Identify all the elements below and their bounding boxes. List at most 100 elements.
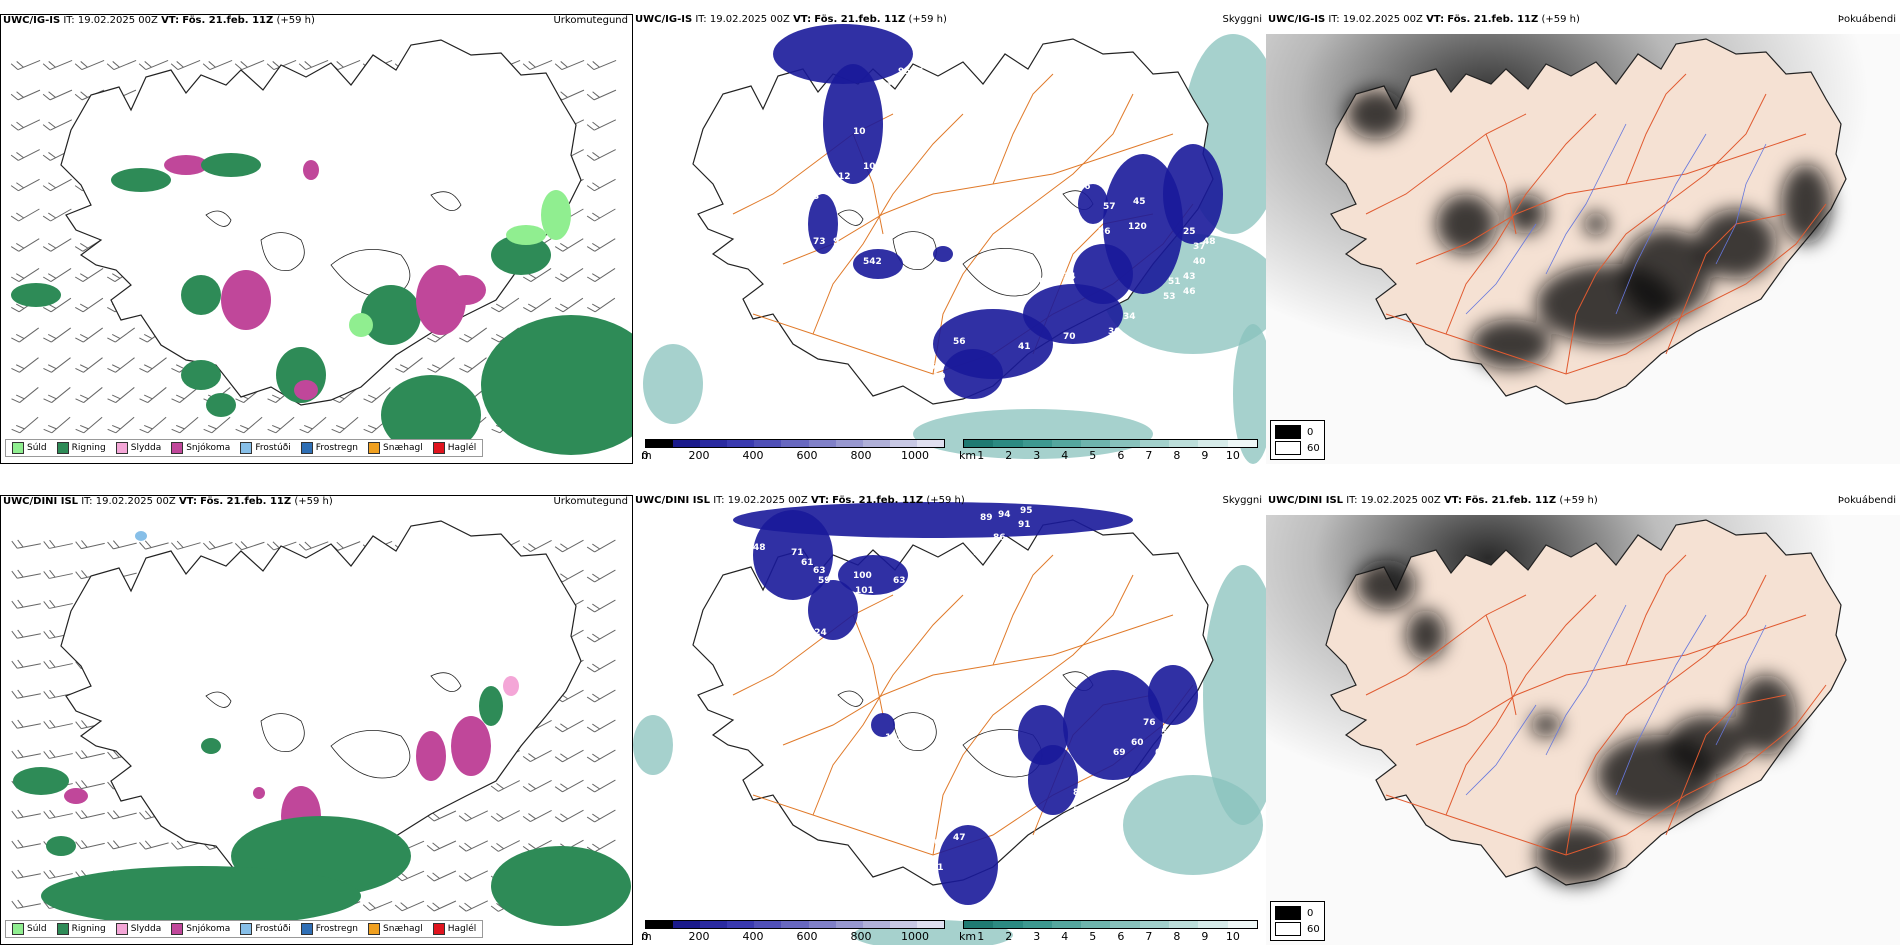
colorbar-segment xyxy=(1139,440,1170,447)
cloud-base-value: 30 xyxy=(1108,327,1121,337)
colorbar-tick: 200 xyxy=(688,930,710,943)
colorbar-unit: km xyxy=(959,449,977,462)
visibility-colorbar: 1 2 3 4 5 6 7 8 9 10 km xyxy=(959,439,1258,462)
road-line xyxy=(932,93,1134,375)
colorbar-tick: 1000 xyxy=(901,449,929,462)
low-cloud-area xyxy=(943,349,1003,399)
panel-header: UWC/IG-IS IT: 19.02.2025 00Z VT: Fös. 21… xyxy=(1268,14,1580,25)
wind-barb xyxy=(586,149,616,161)
panel-header: UWC/DINI ISL IT: 19.02.2025 00Z VT: Fös.… xyxy=(635,495,965,506)
legend-swatch xyxy=(115,923,128,935)
wind-barb xyxy=(10,89,41,101)
wind-barb xyxy=(138,59,169,71)
cloud-base-value: 104 xyxy=(863,162,882,172)
legend-item: Slydda xyxy=(115,923,161,935)
legend-swatch xyxy=(368,923,381,935)
wind-barb xyxy=(523,297,552,313)
road-line xyxy=(782,614,1174,746)
fog-key-label: 0 xyxy=(1307,907,1314,919)
wind-barb xyxy=(234,541,265,551)
colorbar-segment xyxy=(727,440,755,447)
cloud-base-value: 98 xyxy=(928,49,941,59)
wind-barb xyxy=(43,357,71,373)
wind-barb xyxy=(362,900,393,912)
panel-title: Úrkomutegund xyxy=(553,496,628,507)
colorbar-tick: 8 xyxy=(1173,449,1181,462)
legend-label: Snjókoma xyxy=(186,443,231,453)
wind-barb xyxy=(10,59,41,71)
wind-barb xyxy=(107,840,137,850)
legend-label: Snæhagl xyxy=(383,924,423,934)
legend-label: Súld xyxy=(27,924,47,934)
colorbar-segment xyxy=(1139,921,1170,928)
fog-key-label: 0 xyxy=(1307,426,1314,438)
legend-item: Haglél xyxy=(432,923,476,935)
precip-type-legend: Súld Rigning Slydda Snjókoma Frostúði Frostre… xyxy=(5,439,484,457)
river-line xyxy=(1545,604,1627,756)
wind-barb xyxy=(587,297,616,313)
cloud-panel-row1: UWC/IG-IS IT: 19.02.2025 00Z VT: Fös. 21… xyxy=(633,14,1266,464)
wind-barb xyxy=(43,719,73,729)
wind-barb xyxy=(586,689,616,703)
colorbar-segment xyxy=(1051,921,1082,928)
wind-barb xyxy=(298,541,329,551)
cloud-base-value: 69 xyxy=(1113,748,1126,758)
colorbar-tick: 10 xyxy=(1225,449,1240,462)
wind-barb xyxy=(42,238,72,252)
colorbar-tick: 4 xyxy=(1061,449,1069,462)
wind-barb xyxy=(11,839,41,849)
cloud-base-value: 57 xyxy=(1103,202,1116,212)
cloud-base-value: 63 xyxy=(893,576,906,586)
fog-map xyxy=(1266,34,1900,464)
fog-key-row: 0 xyxy=(1275,424,1320,440)
wind-barb xyxy=(458,840,489,852)
panel-header: UWC/DINI ISL IT: 19.02.2025 00Z VT: Fös.… xyxy=(3,496,333,507)
wind-barb xyxy=(395,357,423,373)
wind-barb xyxy=(458,870,489,882)
glacier-outline xyxy=(892,712,937,752)
colorbar-unit: m xyxy=(641,930,652,943)
precip-type-legend: Súld Rigning Slydda Snjókoma Frostúði Frostre… xyxy=(5,920,484,938)
wind-barb xyxy=(75,750,105,760)
road-line xyxy=(812,113,964,335)
colorbar-tick: 200 xyxy=(688,449,710,462)
fog-area xyxy=(1471,319,1551,369)
fog-index-key: 0 60 xyxy=(1270,420,1325,460)
wind-barb xyxy=(42,59,73,71)
wind-barb xyxy=(554,779,584,793)
river-line xyxy=(1465,223,1537,315)
wind-barb xyxy=(234,59,265,71)
fog-key-label: 60 xyxy=(1307,923,1320,935)
colorbar-tick: 600 xyxy=(796,449,818,462)
river-line xyxy=(1615,614,1707,796)
wind-barb xyxy=(10,268,40,282)
road-line xyxy=(932,574,1134,856)
precip-area xyxy=(11,283,61,307)
cloud-base-value: 106 xyxy=(808,172,827,182)
wind-barb xyxy=(427,357,455,373)
precip-area xyxy=(479,686,503,726)
precip-area xyxy=(135,531,147,541)
glacier-outline xyxy=(837,209,864,226)
wind-barb xyxy=(11,869,41,879)
colorbar-segment xyxy=(862,921,890,928)
cloud-base-value: 542 xyxy=(863,257,882,267)
cloud-base-value: 59 xyxy=(791,119,804,129)
panel-title: Skyggni xyxy=(1222,14,1262,25)
legend-swatch xyxy=(56,923,69,935)
wind-barb xyxy=(586,208,616,222)
legend-item: Snæhagl xyxy=(368,442,423,454)
legend-item: Snæhagl xyxy=(368,923,423,935)
wind-barb xyxy=(555,297,584,313)
legend-label: Frostúði xyxy=(255,924,291,934)
glacier-outline xyxy=(430,672,462,693)
wind-barb xyxy=(11,659,41,669)
colorbar-segment xyxy=(835,921,863,928)
precip-area xyxy=(446,275,486,305)
fog-key-row: 60 xyxy=(1275,440,1320,456)
wind-barb xyxy=(235,416,263,434)
colorbar-strip xyxy=(645,439,945,448)
road-line xyxy=(1365,113,1527,215)
wind-barb xyxy=(586,238,616,252)
legend-item: Frostúði xyxy=(240,923,291,935)
